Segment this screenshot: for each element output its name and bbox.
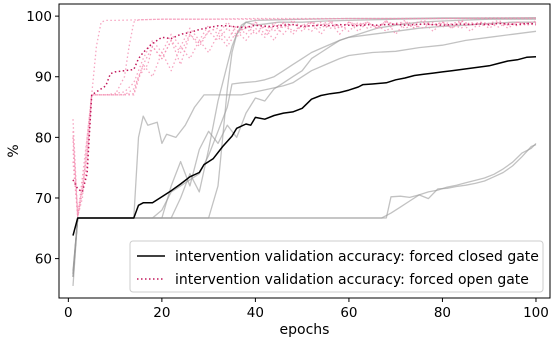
x-tick-label: 0	[64, 305, 73, 321]
y-tick-label: 80	[35, 130, 52, 146]
legend-label-closed-gate: intervention validation accuracy: forced…	[175, 249, 539, 265]
series-line-open-12	[72, 17, 536, 217]
y-tick-label: 100	[26, 9, 52, 25]
series-line-open-11	[72, 19, 537, 217]
x-tick-label: 100	[523, 305, 549, 321]
series-line-open-highlight	[72, 22, 537, 193]
series-line-closed-highlight	[72, 55, 537, 236]
x-tick-label: 60	[340, 305, 357, 321]
legend: intervention validation accuracy: forced…	[129, 240, 544, 293]
y-axis-ticks: 60 70 80 90 100	[26, 9, 59, 268]
y-tick-label: 60	[35, 252, 52, 268]
plot-frame	[58, 3, 551, 299]
x-tick-label: 20	[153, 305, 170, 321]
series-line-closed-2	[72, 142, 537, 271]
legend-box	[129, 240, 544, 293]
y-tick-label: 90	[35, 70, 52, 86]
x-axis-label: epochs	[280, 322, 330, 338]
x-axis-ticks: 0 20 40 60 80 100	[64, 298, 549, 321]
series-layer	[72, 17, 537, 286]
y-axis-label: %	[6, 144, 22, 157]
series-line-open-13	[72, 17, 536, 217]
x-tick-label: 80	[434, 305, 451, 321]
x-tick-label: 40	[247, 305, 264, 321]
series-line-closed-4	[72, 21, 536, 274]
legend-label-open-gate: intervention validation accuracy: forced…	[175, 272, 529, 288]
y-tick-label: 70	[35, 191, 52, 207]
series-line-open-9	[72, 19, 537, 217]
series-line-closed-3	[72, 30, 537, 277]
